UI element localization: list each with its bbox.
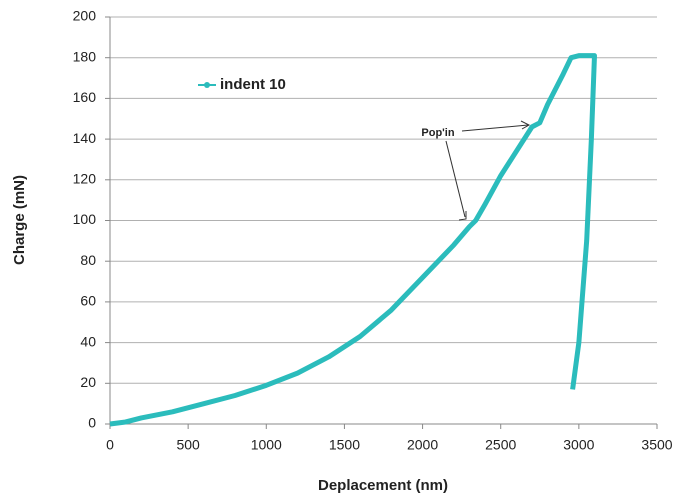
y-tick-label: 100 [73,211,97,227]
y-tick-label: 180 [73,48,97,64]
y-axis-title: Charge (mN) [11,175,28,265]
y-tick-label: 160 [73,89,97,105]
annotation-arrows [445,120,531,221]
y-tick-label: 20 [80,374,96,390]
arrow [445,140,466,218]
y-tick-label: 200 [73,8,97,24]
x-tick-label: 1500 [329,437,360,453]
x-tick-label: 500 [176,437,200,453]
x-axis-title: Deplacement (nm) [318,477,448,494]
x-tick-label: 0 [106,437,114,453]
data-line [109,53,597,427]
y-tick-label: 40 [80,333,96,349]
x-tick-label: 3500 [641,437,672,453]
y-tick-label: 120 [73,171,97,187]
legend-label: indent 10 [220,76,286,93]
arrow-head [520,120,531,130]
x-tick-label: 3000 [563,437,594,453]
arrow [461,124,529,132]
x-tick-label: 2000 [407,437,438,453]
y-tick-label: 0 [88,415,96,431]
arrow-head [458,211,467,221]
y-tick-label: 140 [73,130,97,146]
y-tick-label: 60 [80,293,96,309]
y-tick-label: 80 [80,252,96,268]
x-tick-label: 1000 [251,437,282,453]
x-tick-label: 2500 [485,437,516,453]
annotation: Pop'in [421,127,454,139]
legend-marker [204,82,210,88]
